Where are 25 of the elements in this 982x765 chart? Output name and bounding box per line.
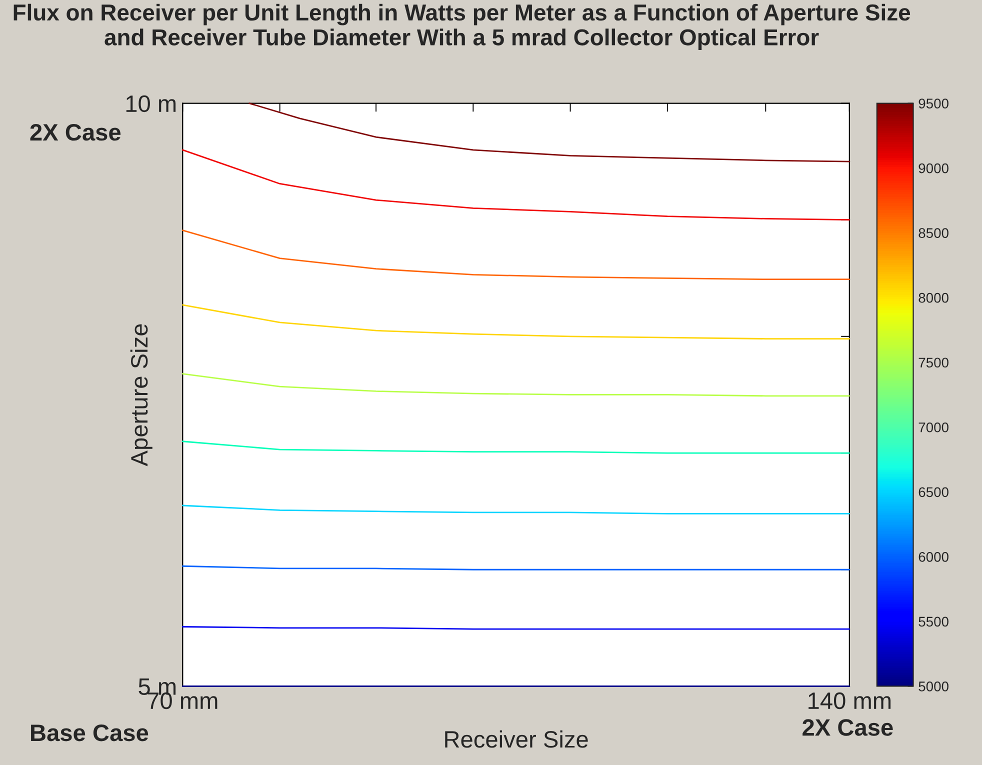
line-series	[182, 373, 850, 397]
color-bar-label: 5000	[918, 682, 948, 692]
color-bar-label: 6000	[918, 552, 948, 562]
line-series	[182, 149, 850, 221]
line-series	[182, 304, 850, 340]
color-bar-label: 9000	[918, 163, 948, 174]
x-axis-title: Receiver Size	[445, 730, 588, 748]
text: 2X Case	[802, 719, 893, 736]
text: 2X Case	[30, 124, 121, 141]
line-series	[182, 504, 850, 514]
line-series	[248, 102, 850, 162]
color-bar-label: 8000	[918, 292, 948, 303]
y-axis-title: Aperture Size	[130, 324, 152, 466]
color-bar-label: 5500	[918, 616, 948, 627]
x-tick-label: 140 mm	[808, 692, 891, 710]
text: Base Case	[31, 724, 148, 742]
line-series	[182, 440, 850, 454]
y-tick-label: 10 m	[126, 95, 176, 112]
color-bar-label: 6500	[918, 487, 948, 498]
color-bar-label: 7000	[918, 422, 948, 432]
line-series	[182, 230, 850, 280]
color-bar-label: 9500	[918, 98, 948, 108]
color-bar-label: 8500	[918, 228, 948, 238]
color-bar-label: 7500	[918, 358, 948, 368]
chart-title: Flux on Receiver per Unit Length in Watts per Meter as a Function of Aperture Size and Receiver Tube Diameter With a 5 mrad Collector Optical Error	[14, 4, 910, 50]
